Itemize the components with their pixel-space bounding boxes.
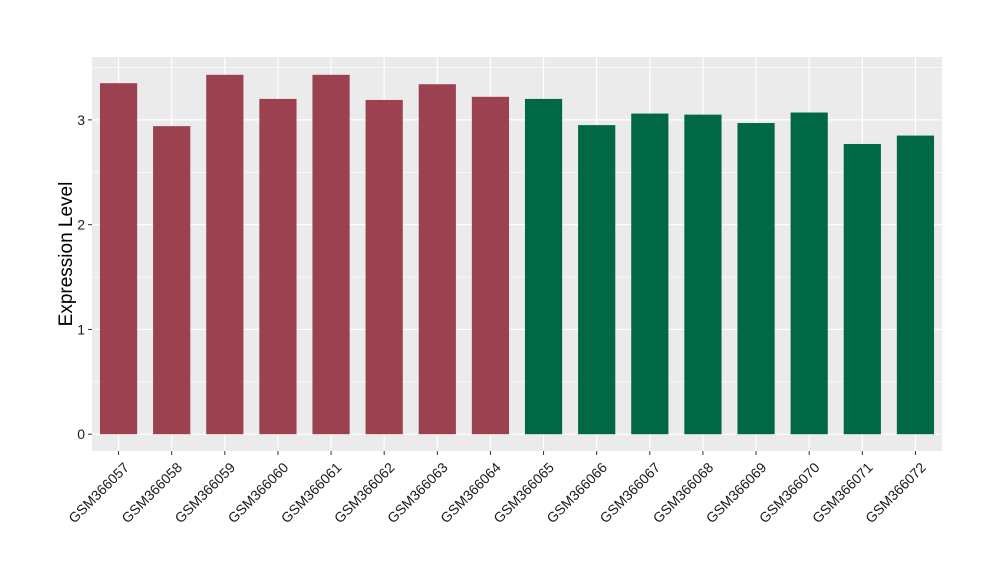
bar-GSM366058	[153, 126, 191, 435]
bar-GSM366065	[524, 98, 563, 435]
bar-GSM366062	[365, 99, 403, 435]
y-tick-label: 1	[77, 321, 85, 337]
y-tick-label: 3	[77, 112, 85, 128]
bar-GSM366057	[99, 83, 138, 435]
y-tick-label: 2	[77, 217, 85, 233]
bar-GSM366067	[631, 113, 669, 435]
bar-GSM366059	[206, 74, 244, 435]
bar-GSM366063	[418, 84, 456, 435]
x-axis: GSM366057GSM366058GSM366059GSM366060GSM3…	[65, 451, 929, 526]
bar-GSM366064	[471, 96, 510, 435]
bar-GSM366070	[790, 112, 828, 435]
bars	[99, 74, 935, 435]
y-axis-label: Expression Level	[56, 182, 77, 327]
y-tick-label: 0	[77, 426, 85, 442]
bar-GSM366061	[312, 74, 350, 435]
bar-GSM366071	[843, 143, 881, 435]
bar-GSM366066	[578, 125, 616, 435]
bar-GSM366069	[737, 123, 775, 435]
bar-GSM366068	[684, 114, 722, 435]
y-axis: 0 1 2 3	[77, 112, 92, 442]
bar-GSM366072	[896, 135, 935, 435]
bar-GSM366060	[259, 98, 297, 435]
